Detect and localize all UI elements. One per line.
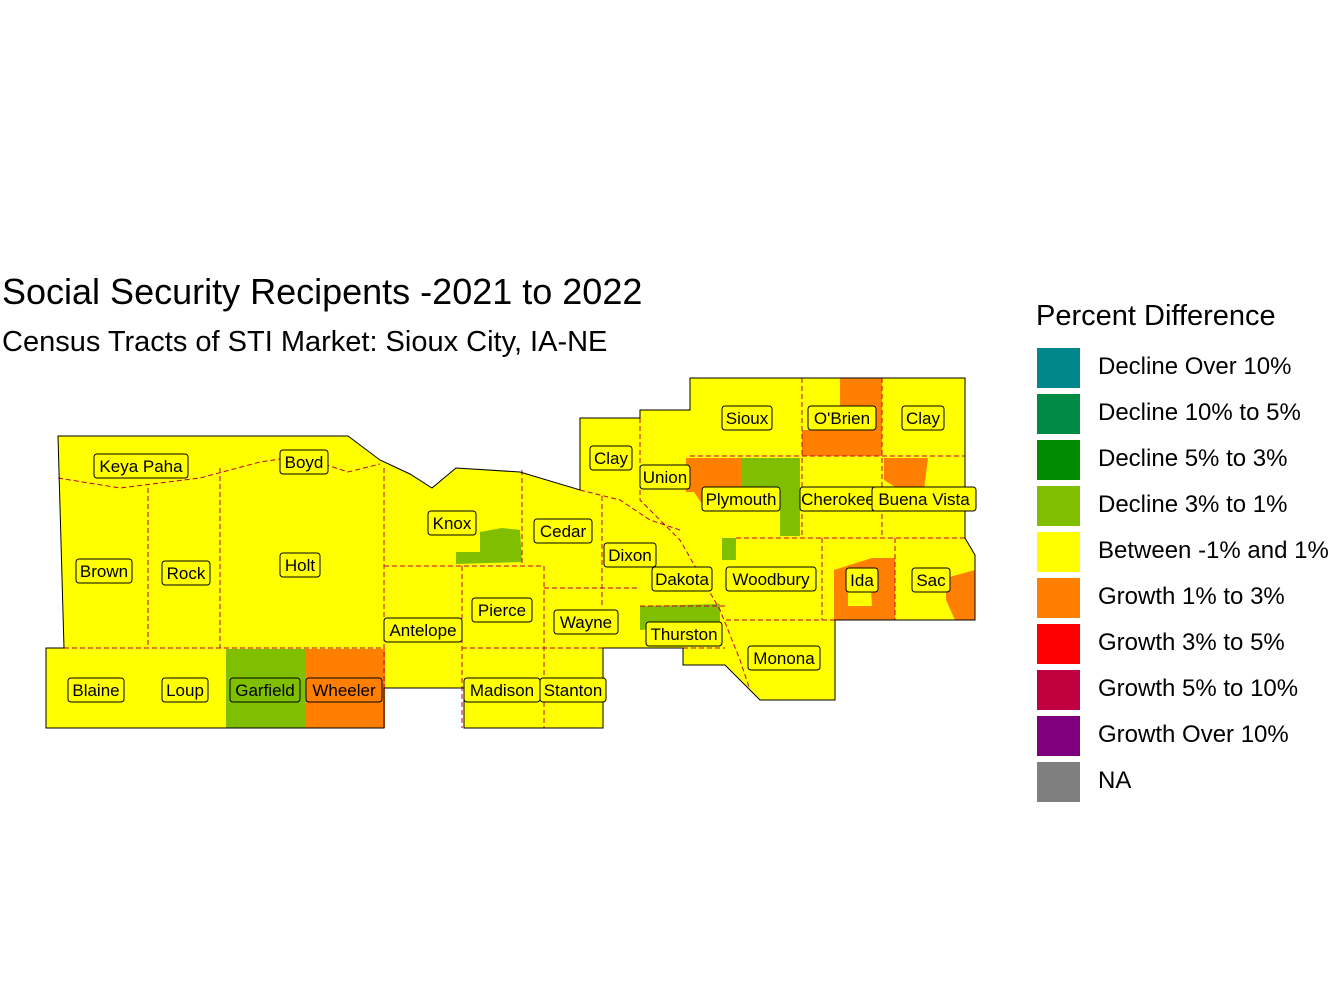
- county-label-stanton: Stanton: [539, 677, 607, 703]
- map-outline: [45, 377, 976, 729]
- svg-text:Blaine: Blaine: [72, 681, 119, 700]
- legend-swatch: [1037, 532, 1080, 572]
- county-label-keya-paha: Keya Paha: [93, 453, 189, 479]
- legend-swatch: [1037, 348, 1080, 388]
- legend-label: NA: [1098, 767, 1132, 794]
- county-label-ida: Ida: [845, 567, 879, 593]
- svg-text:Brown: Brown: [80, 562, 128, 581]
- county-label-plymouth: Plymouth: [701, 486, 781, 512]
- svg-text:Wayne: Wayne: [560, 613, 612, 632]
- svg-text:Ida: Ida: [850, 571, 874, 590]
- county-label-blaine: Blaine: [67, 677, 125, 703]
- county-label-rock: Rock: [161, 560, 211, 586]
- svg-text:Dixon: Dixon: [608, 546, 651, 565]
- svg-text:Boyd: Boyd: [285, 453, 324, 472]
- svg-text:Cedar: Cedar: [540, 522, 587, 541]
- svg-text:Dakota: Dakota: [655, 570, 709, 589]
- svg-text:Rock: Rock: [167, 564, 206, 583]
- svg-text:Monona: Monona: [753, 649, 815, 668]
- svg-text:Holt: Holt: [285, 556, 316, 575]
- county-label-monona: Monona: [747, 645, 821, 671]
- page-subtitle: Census Tracts of STI Market: Sioux City,…: [2, 326, 608, 358]
- county-label-brown: Brown: [75, 558, 133, 584]
- county-label-boyd: Boyd: [279, 449, 329, 475]
- svg-text:Madison: Madison: [470, 681, 534, 700]
- county-label-cherokee: Cherokee: [799, 486, 877, 512]
- county-label-clay-ia: Clay: [901, 405, 945, 431]
- county-label-antelope: Antelope: [383, 617, 463, 643]
- legend-swatch: [1037, 394, 1080, 434]
- county-label-pierce: Pierce: [471, 597, 533, 623]
- county-label-union: Union: [639, 464, 691, 490]
- legend-swatch: [1037, 440, 1080, 480]
- map-boundaries: [57, 378, 965, 728]
- county-label-cedar: Cedar: [533, 518, 593, 544]
- legend-swatch: [1037, 624, 1080, 664]
- svg-text:Wheeler: Wheeler: [312, 681, 376, 700]
- svg-text:Stanton: Stanton: [544, 681, 603, 700]
- svg-text:Union: Union: [643, 468, 687, 487]
- county-label-dakota: Dakota: [651, 566, 713, 592]
- svg-text:Thurston: Thurston: [650, 625, 717, 644]
- county-label-woodbury: Woodbury: [725, 566, 817, 592]
- svg-text:Sac: Sac: [916, 571, 946, 590]
- svg-text:Antelope: Antelope: [389, 621, 456, 640]
- county-label-dixon: Dixon: [603, 542, 657, 568]
- county-label-loup: Loup: [161, 677, 209, 703]
- legend-swatch: [1037, 486, 1080, 526]
- county-label-wheeler: Wheeler: [305, 677, 383, 703]
- svg-text:Cherokee: Cherokee: [801, 490, 875, 509]
- legend-label: Decline 5% to 3%: [1098, 445, 1288, 472]
- legend-swatch: [1037, 762, 1080, 802]
- county-label-madison: Madison: [463, 677, 541, 703]
- svg-text:Keya Paha: Keya Paha: [99, 457, 183, 476]
- svg-text:Clay: Clay: [594, 449, 629, 468]
- county-label-sioux: Sioux: [721, 405, 773, 431]
- county-label-obrien: O'Brien: [807, 405, 877, 431]
- county-label-holt: Holt: [279, 552, 321, 578]
- legend-label: Decline Over 10%: [1098, 353, 1292, 380]
- legend-label: Growth 1% to 3%: [1098, 583, 1285, 610]
- svg-text:Buena Vista: Buena Vista: [878, 490, 970, 509]
- legend-label: Growth Over 10%: [1098, 721, 1289, 748]
- county-label-thurston: Thurston: [645, 621, 723, 647]
- county-label-clay-sd: Clay: [589, 445, 633, 471]
- svg-text:Plymouth: Plymouth: [706, 490, 777, 509]
- choropleth-map: Keya Paha Boyd Brown Rock Holt Knox Ceda…: [45, 377, 977, 729]
- svg-text:O'Brien: O'Brien: [814, 409, 870, 428]
- county-label-knox: Knox: [427, 510, 477, 536]
- svg-text:Woodbury: Woodbury: [732, 570, 810, 589]
- legend-label: Growth 5% to 10%: [1098, 675, 1299, 702]
- county-label-buena-vista: Buena Vista: [871, 486, 977, 512]
- svg-text:Garfield: Garfield: [235, 681, 295, 700]
- legend-label: Growth 3% to 5%: [1098, 629, 1285, 656]
- svg-text:Clay: Clay: [906, 409, 941, 428]
- svg-text:Knox: Knox: [433, 514, 472, 533]
- legend-swatch: [1037, 716, 1080, 756]
- county-labels: Keya Paha Boyd Brown Rock Holt Knox Ceda…: [67, 405, 977, 703]
- legend-label: Decline 10% to 5%: [1098, 399, 1301, 426]
- page-title: Social Security Recipents -2021 to 2022: [2, 271, 643, 312]
- legend-label: Between -1% and 1%: [1098, 537, 1329, 564]
- legend-label: Decline 3% to 1%: [1098, 491, 1288, 518]
- svg-text:Sioux: Sioux: [726, 409, 769, 428]
- svg-text:Loup: Loup: [166, 681, 204, 700]
- county-label-wayne: Wayne: [553, 609, 619, 635]
- county-label-sac: Sac: [911, 567, 951, 593]
- svg-text:Pierce: Pierce: [478, 601, 526, 620]
- county-label-garfield: Garfield: [229, 677, 301, 703]
- legend-swatch: [1037, 670, 1080, 710]
- legend-swatch: [1037, 578, 1080, 618]
- legend-title: Percent Difference: [1036, 300, 1276, 332]
